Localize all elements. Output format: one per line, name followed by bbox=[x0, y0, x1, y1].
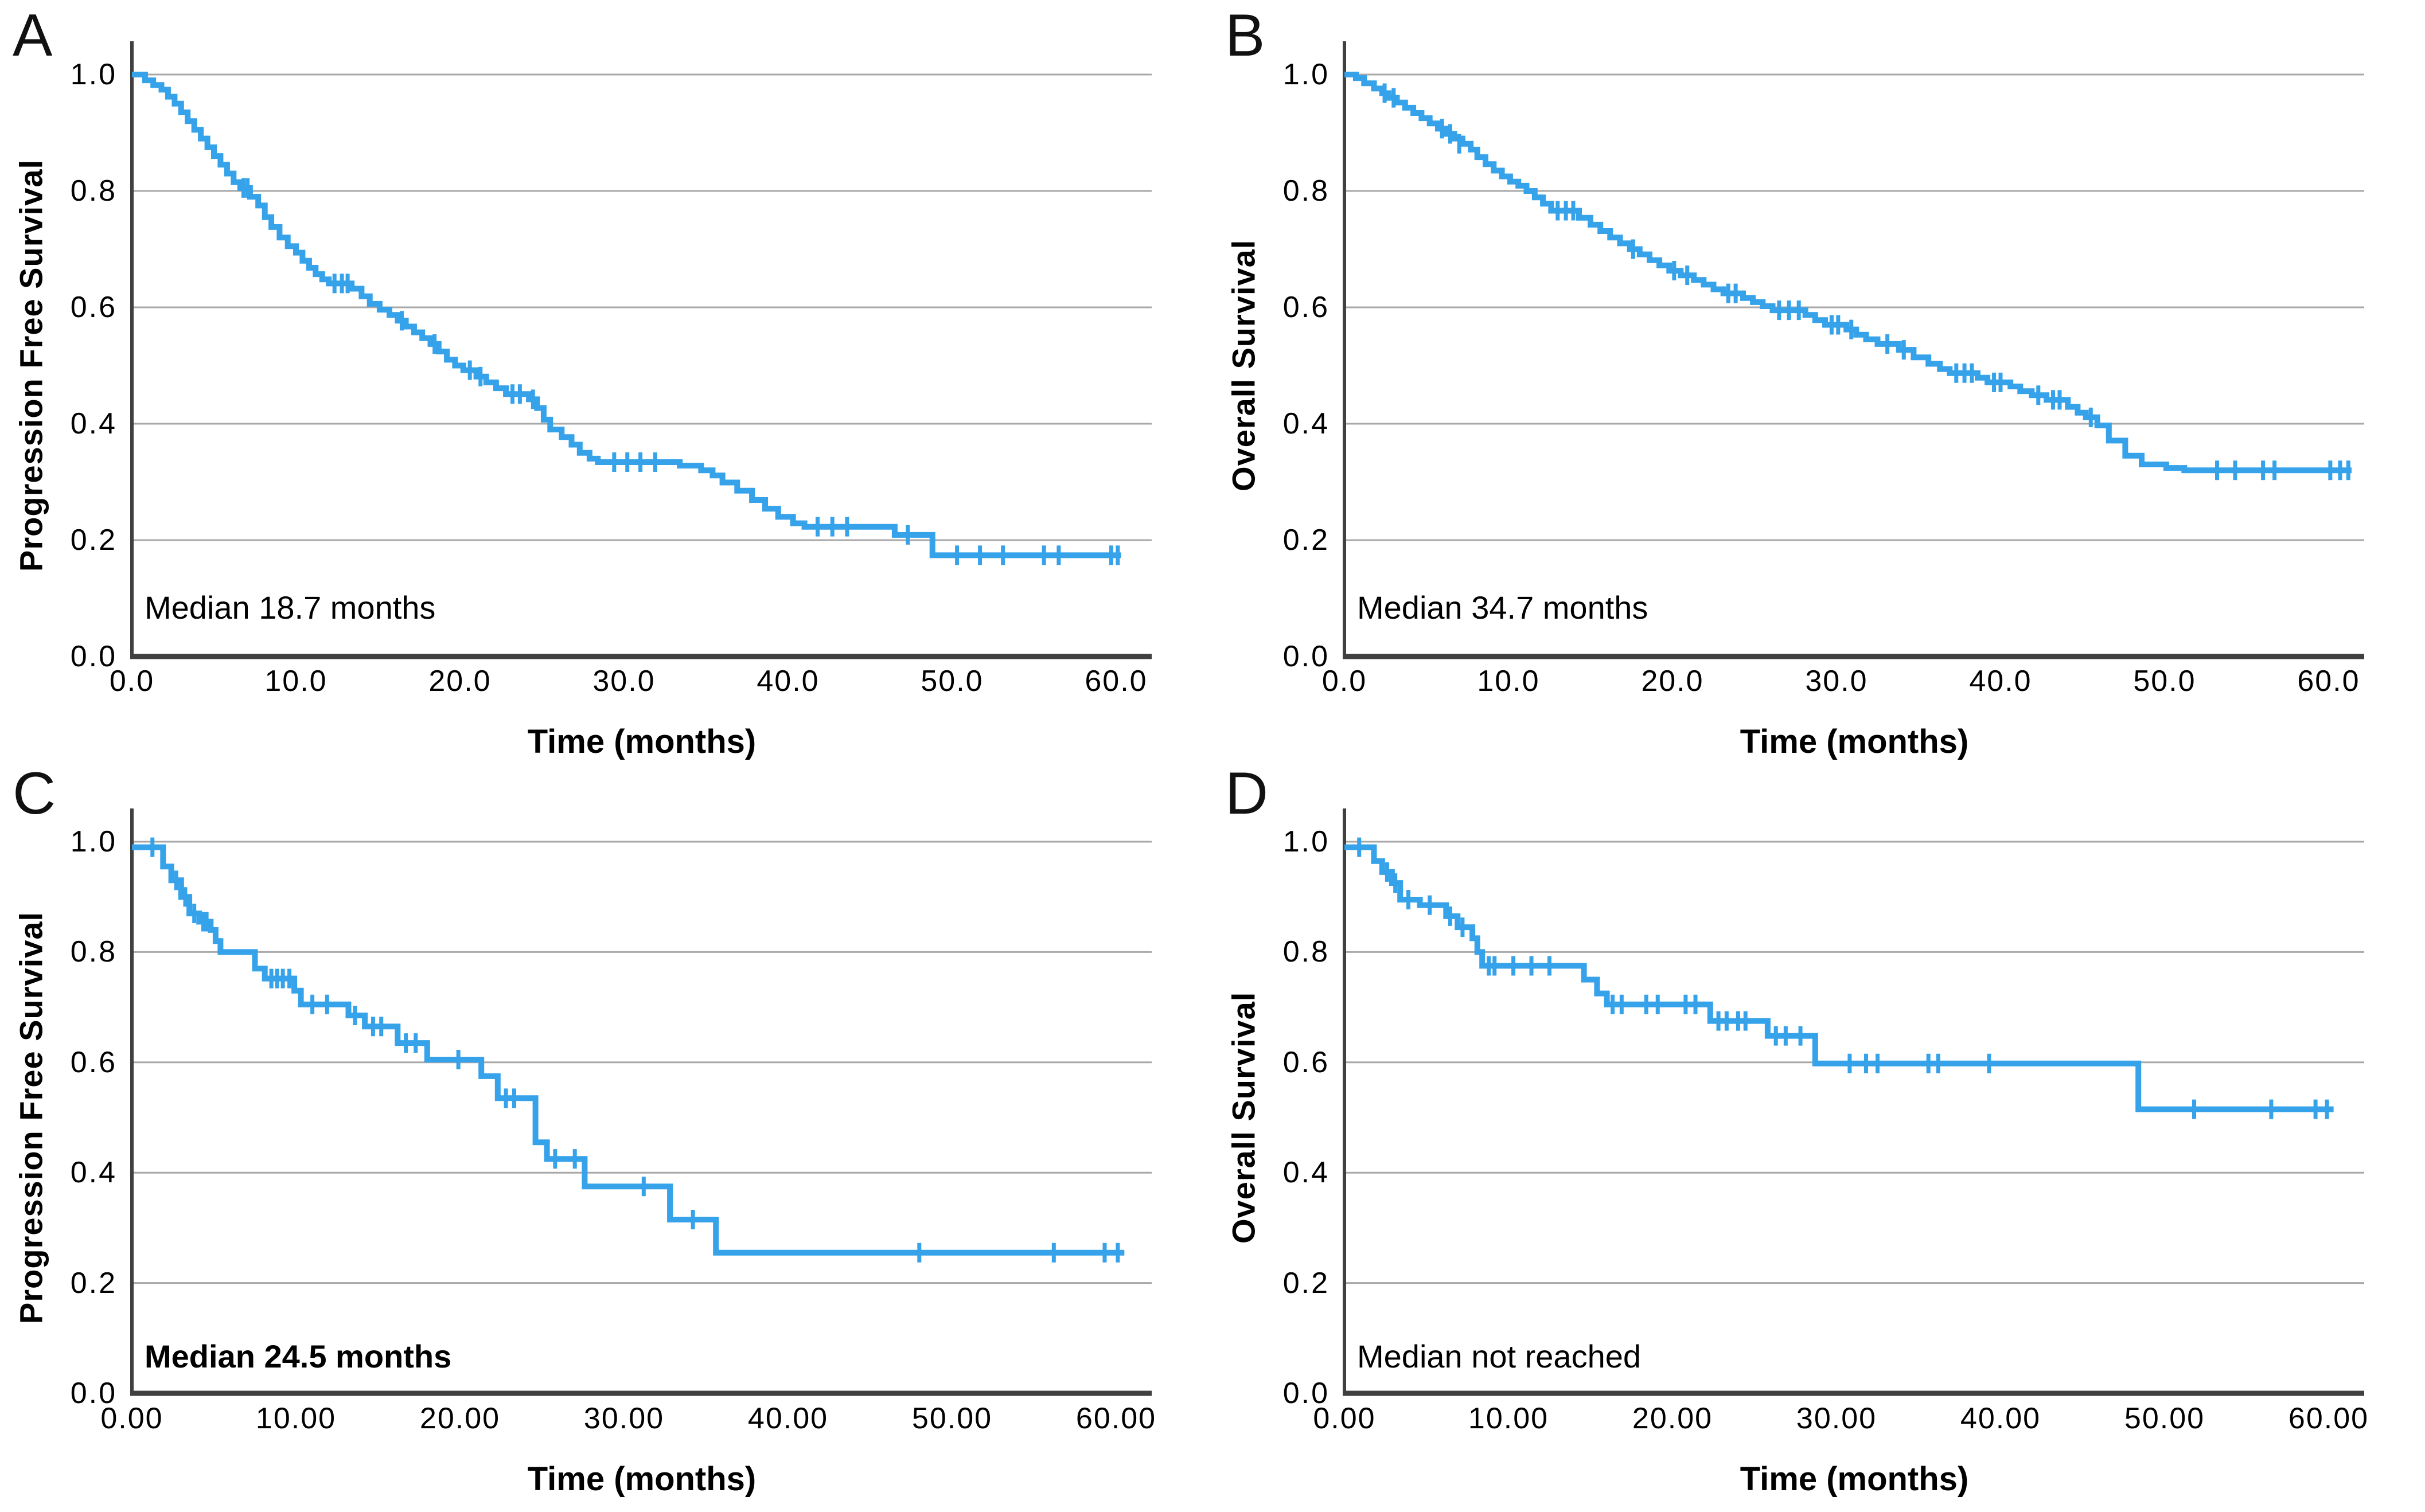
x-tick-label: 10.00 bbox=[1468, 1402, 1549, 1435]
x-tick-label: 20.00 bbox=[1632, 1402, 1713, 1435]
survival-curve bbox=[132, 72, 1121, 558]
x-tick-label: 0.00 bbox=[1313, 1402, 1376, 1435]
x-tick-label: 50.0 bbox=[921, 665, 984, 698]
y-axis-title: Progression Free Survival bbox=[13, 159, 49, 572]
y-tick-label: 1.0 bbox=[70, 825, 117, 858]
x-tick-label: 10.0 bbox=[264, 665, 328, 698]
y-tick-label: 1.0 bbox=[1282, 58, 1330, 91]
x-axis-title: Time (months) bbox=[1740, 723, 1969, 760]
y-tick-label: 0.0 bbox=[70, 640, 117, 673]
km-plot-a bbox=[130, 41, 1152, 659]
y-tick-label: 0.6 bbox=[70, 291, 117, 324]
panel-a: A Progression Free Survival Time (months… bbox=[0, 0, 1212, 760]
y-tick-label: 0.8 bbox=[1282, 174, 1330, 208]
km-plot-d bbox=[1343, 808, 2364, 1396]
x-tick-label: 20.0 bbox=[1641, 665, 1704, 698]
x-axis-title: Time (months) bbox=[527, 1460, 757, 1498]
y-tick-label: 0.0 bbox=[1282, 1377, 1330, 1410]
x-tick-label: 60.00 bbox=[1075, 1402, 1157, 1435]
panel-letter-d: D bbox=[1225, 760, 1269, 827]
y-tick-label: 0.2 bbox=[70, 1266, 117, 1300]
x-tick-label: 50.00 bbox=[2124, 1402, 2205, 1435]
y-tick-label: 0.2 bbox=[70, 523, 117, 557]
y-tick-label: 0.2 bbox=[1282, 523, 1330, 557]
survival-curve bbox=[132, 844, 1125, 1256]
panel-letter-a: A bbox=[13, 2, 53, 69]
x-tick-label: 60.00 bbox=[2288, 1402, 2369, 1435]
x-tick-label: 40.0 bbox=[757, 665, 820, 698]
y-tick-label: 0.8 bbox=[70, 935, 117, 969]
x-tick-label: 0.0 bbox=[1321, 665, 1367, 698]
y-tick-label: 0.4 bbox=[70, 1156, 117, 1190]
median-annotation: Median not reached bbox=[1357, 1338, 1642, 1374]
y-tick-label: 0.8 bbox=[1282, 935, 1330, 969]
y-tick-label: 0.4 bbox=[1282, 1156, 1330, 1190]
y-tick-label: 0.4 bbox=[70, 407, 117, 440]
y-axis-title: Overall Survival bbox=[1225, 239, 1262, 492]
y-tick-label: 1.0 bbox=[1282, 825, 1330, 858]
x-tick-label: 50.0 bbox=[2133, 665, 2196, 698]
panel-d: D Overall Survival Time (months) Median … bbox=[1212, 756, 2425, 1512]
median-annotation: Median 18.7 months bbox=[145, 589, 436, 626]
y-tick-label: 1.0 bbox=[70, 58, 117, 91]
y-tick-label: 0.6 bbox=[70, 1045, 117, 1079]
x-tick-label: 0.0 bbox=[109, 665, 155, 698]
y-tick-label: 0.2 bbox=[1282, 1266, 1330, 1300]
y-axis-title: Progression Free Survival bbox=[13, 911, 49, 1324]
y-tick-label: 0.8 bbox=[70, 174, 117, 208]
x-tick-label: 40.00 bbox=[747, 1402, 829, 1435]
y-tick-label: 0.4 bbox=[1282, 407, 1330, 440]
median-annotation: Median 24.5 months bbox=[145, 1338, 452, 1374]
y-tick-label: 0.0 bbox=[70, 1377, 117, 1410]
x-tick-label: 60.0 bbox=[1085, 665, 1148, 698]
x-tick-label: 40.00 bbox=[1960, 1402, 2041, 1435]
panel-b: B Overall Survival Time (months) Median … bbox=[1212, 0, 2425, 760]
median-annotation: Median 34.7 months bbox=[1357, 589, 1648, 626]
km-plot-c bbox=[130, 808, 1152, 1396]
survival-curve bbox=[1344, 844, 2334, 1112]
x-tick-label: 40.0 bbox=[1969, 665, 2032, 698]
x-tick-label: 50.00 bbox=[911, 1402, 993, 1435]
x-tick-label: 0.00 bbox=[100, 1402, 163, 1435]
x-tick-label: 20.00 bbox=[419, 1402, 501, 1435]
y-tick-label: 0.0 bbox=[1282, 640, 1330, 673]
y-tick-label: 0.6 bbox=[1282, 291, 1330, 324]
x-tick-label: 60.0 bbox=[2297, 665, 2360, 698]
survival-curve bbox=[1344, 72, 2352, 474]
y-tick-label: 0.6 bbox=[1282, 1045, 1330, 1079]
panel-letter-c: C bbox=[13, 760, 56, 827]
panel-c: C Progression Free Survival Time (months… bbox=[0, 756, 1212, 1512]
panel-letter-b: B bbox=[1225, 2, 1265, 69]
y-axis-title: Overall Survival bbox=[1225, 991, 1262, 1244]
x-tick-label: 10.0 bbox=[1477, 665, 1540, 698]
x-tick-label: 30.00 bbox=[583, 1402, 665, 1435]
km-plot-b bbox=[1343, 41, 2364, 659]
x-axis-title: Time (months) bbox=[1740, 1460, 1969, 1498]
x-tick-label: 30.0 bbox=[1805, 665, 1868, 698]
x-axis-title: Time (months) bbox=[527, 723, 757, 760]
x-tick-label: 10.00 bbox=[255, 1402, 337, 1435]
x-tick-label: 30.0 bbox=[592, 665, 656, 698]
x-tick-label: 30.00 bbox=[1796, 1402, 1877, 1435]
x-tick-label: 20.0 bbox=[428, 665, 492, 698]
